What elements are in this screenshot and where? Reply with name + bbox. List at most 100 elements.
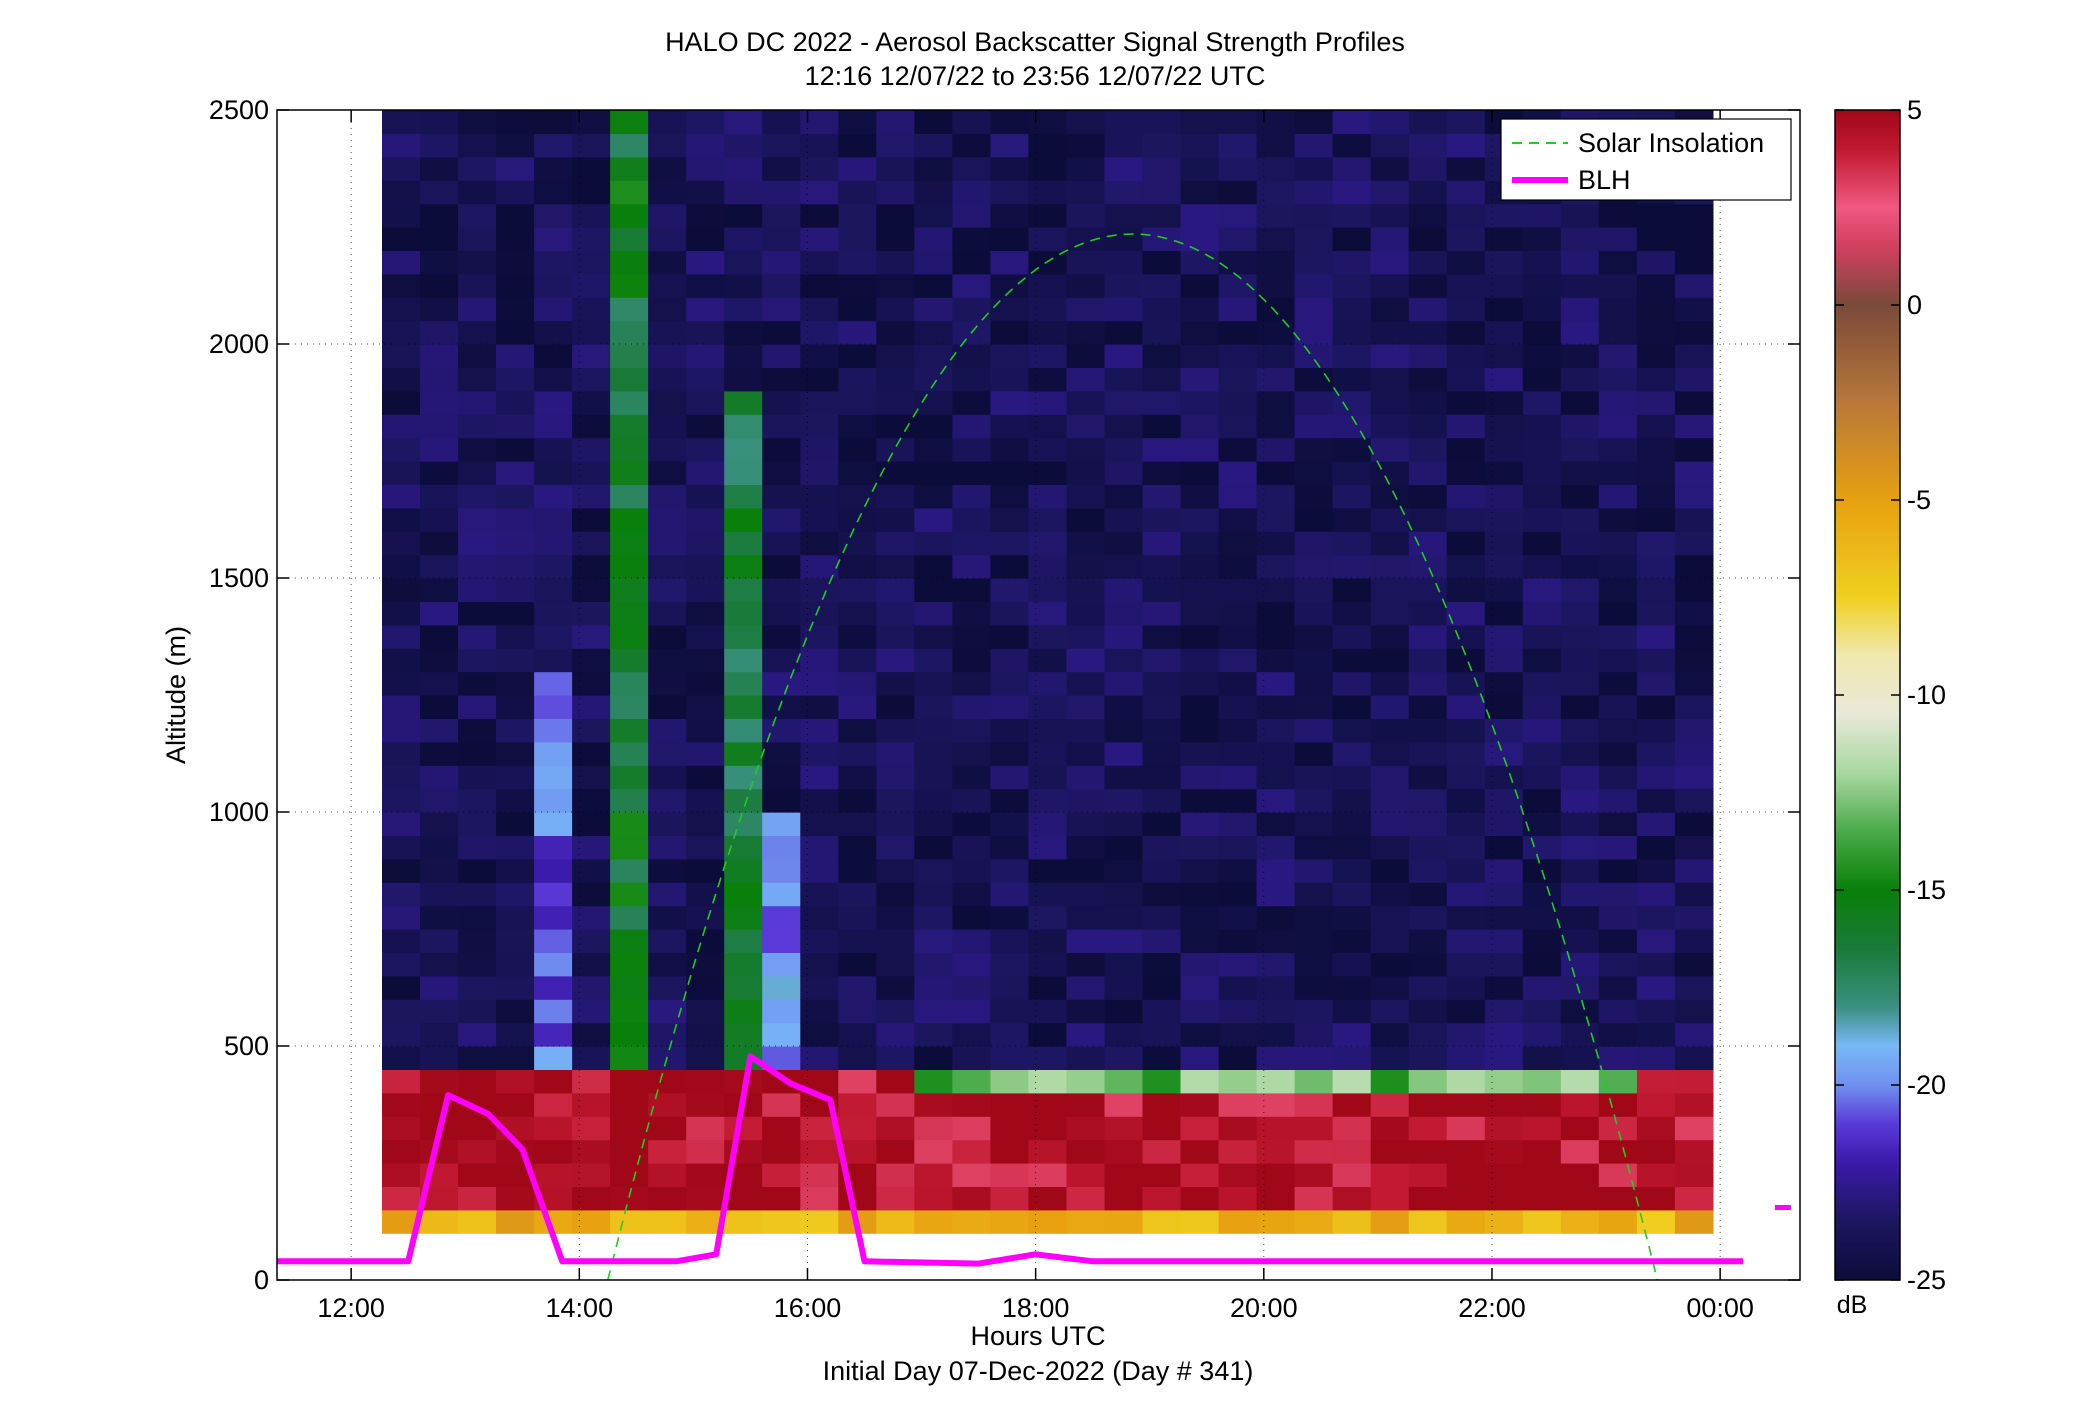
heatmap-cell <box>1066 554 1106 579</box>
heatmap-cell <box>572 975 611 1000</box>
heatmap-cell <box>572 320 611 345</box>
heatmap-cell <box>1142 554 1182 579</box>
heatmap-cell <box>1294 788 1334 813</box>
heatmap-cell <box>1446 1163 1486 1187</box>
heatmap-cell <box>876 1163 915 1187</box>
heatmap-cell <box>1484 554 1524 579</box>
heatmap-cell <box>1180 554 1220 579</box>
heatmap-cell <box>1674 718 1714 743</box>
heatmap-cell <box>610 156 649 181</box>
heatmap-cell <box>1636 695 1676 719</box>
heatmap-cell <box>800 110 839 134</box>
heatmap-cell <box>420 414 459 439</box>
heatmap-cell <box>914 718 953 743</box>
heatmap-cell <box>572 929 611 953</box>
heatmap-cell <box>914 812 953 836</box>
heatmap-cell <box>1180 461 1220 485</box>
heatmap-cell <box>1256 273 1296 298</box>
heatmap-cell <box>1598 788 1638 813</box>
heatmap-cell <box>648 390 687 415</box>
heatmap-cell <box>1294 975 1334 1000</box>
heatmap-cell <box>496 554 535 579</box>
heatmap-cell <box>382 812 421 836</box>
heatmap-cell <box>1104 741 1144 766</box>
heatmap-cell <box>1218 952 1258 977</box>
heatmap-cell <box>686 695 725 719</box>
heatmap-cell <box>572 882 611 907</box>
heatmap-cell <box>1674 1092 1714 1117</box>
heatmap-cell <box>1256 180 1296 205</box>
heatmap-cell <box>686 367 725 392</box>
heatmap-cell <box>1484 367 1524 392</box>
heatmap-cell <box>876 812 915 836</box>
heatmap-cell <box>1028 975 1067 1000</box>
heatmap-cell <box>1484 929 1524 953</box>
heatmap-cell <box>1180 788 1220 813</box>
heatmap-cell <box>1332 1163 1372 1187</box>
heatmap-cell <box>1560 812 1600 836</box>
heatmap-cell <box>1674 1209 1714 1234</box>
heatmap-cell <box>534 461 573 485</box>
heatmap-cell <box>1294 858 1334 883</box>
heatmap-cell <box>534 227 573 251</box>
heatmap-cell <box>1066 812 1106 836</box>
heatmap-cell <box>1446 507 1486 532</box>
heatmap-cell <box>610 765 649 790</box>
heatmap-cell <box>1180 531 1220 556</box>
heatmap-cell <box>876 835 915 860</box>
heatmap-cell <box>534 1163 573 1187</box>
heatmap-cell <box>800 882 839 907</box>
heatmap-cell <box>1218 250 1258 275</box>
heatmap-cell <box>382 695 421 719</box>
heatmap-cell <box>914 437 953 462</box>
heatmap-cell <box>1674 297 1714 322</box>
heatmap-cell <box>458 461 497 485</box>
heatmap-cell <box>1142 297 1182 322</box>
heatmap-cell <box>1674 507 1714 532</box>
heatmap-cell <box>496 1046 535 1070</box>
heatmap-cell <box>914 601 953 626</box>
heatmap-cell <box>1332 437 1372 462</box>
heatmap-cell <box>1484 858 1524 883</box>
heatmap-cell <box>1180 648 1220 673</box>
heatmap-cell <box>572 1046 611 1070</box>
heatmap-cell <box>952 929 991 953</box>
heatmap-cell <box>458 1022 497 1047</box>
heatmap-cell <box>1674 250 1714 275</box>
heatmap-cell <box>838 390 877 415</box>
heatmap-cell <box>1408 1163 1448 1187</box>
heatmap-cell <box>1408 320 1448 345</box>
heatmap-cell <box>724 905 763 930</box>
heatmap-cell <box>648 812 687 836</box>
heatmap-cell <box>1332 1116 1372 1141</box>
heatmap-cell <box>534 203 573 228</box>
heatmap-cell <box>610 531 649 556</box>
heatmap-cell <box>1218 1022 1258 1047</box>
heatmap-cell <box>1028 648 1067 673</box>
heatmap-cell <box>1484 507 1524 532</box>
heatmap-cell <box>1446 367 1486 392</box>
heatmap-cell <box>1674 999 1714 1024</box>
heatmap-cell <box>572 671 611 696</box>
heatmap-cell <box>800 367 839 392</box>
heatmap-cell <box>724 975 763 1000</box>
heatmap-cell <box>1066 437 1106 462</box>
heatmap-cell <box>1370 929 1410 953</box>
heatmap-cell <box>610 858 649 883</box>
heatmap-cell <box>914 133 953 158</box>
heatmap-cell <box>458 1069 497 1094</box>
heatmap-cell <box>534 905 573 930</box>
heatmap-cell <box>382 156 421 181</box>
heatmap-cell <box>1028 671 1067 696</box>
heatmap-cell <box>458 812 497 836</box>
heatmap-cell <box>1218 905 1258 930</box>
heatmap-cell <box>1560 507 1600 532</box>
heatmap-cell <box>762 273 801 298</box>
heatmap-cell <box>458 203 497 228</box>
heatmap-cell <box>458 648 497 673</box>
heatmap-cell <box>1028 554 1067 579</box>
heatmap-cell <box>952 1046 991 1070</box>
heatmap-cell <box>1294 273 1334 298</box>
heatmap-cell <box>1484 1116 1524 1141</box>
heatmap-cell <box>800 975 839 1000</box>
